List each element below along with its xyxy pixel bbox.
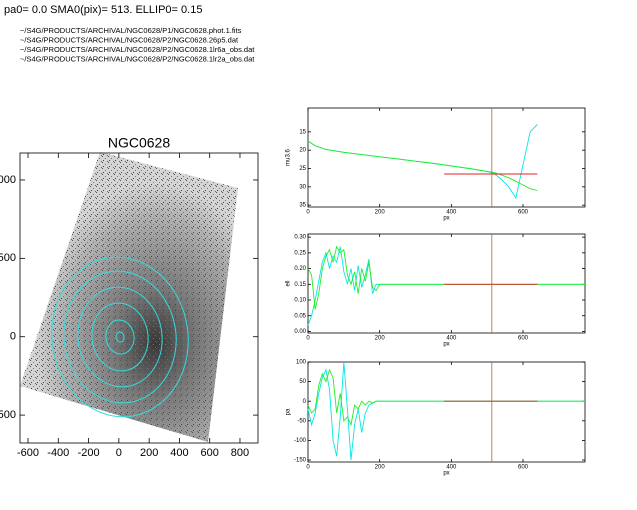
y-tick-label: -150 [294, 458, 307, 464]
y-tick-label: 0.15 [294, 282, 306, 288]
x-tick-label: 200 [375, 210, 386, 216]
x-tick-label: 0 [306, 336, 310, 342]
plot-frame [307, 107, 586, 208]
y-tick-label: 0.10 [294, 298, 306, 304]
x-tick-label: 600 [518, 465, 529, 471]
y-tick-label: 1000 [0, 174, 16, 186]
series-line [307, 124, 538, 199]
x-tick-label: -200 [78, 447, 100, 459]
file-name: ~/S4G/PRODUCTS/ARCHIVAL/NGC0628/P1/NGC06… [20, 26, 242, 35]
x-tick-label: -600 [17, 447, 39, 459]
y-tick-label: 25 [299, 166, 306, 172]
x-tick-label: 400 [446, 465, 457, 471]
y-tick-label: 50 [299, 379, 306, 385]
series-line [307, 246, 585, 326]
plot-frame [307, 233, 586, 334]
x-tick-label: 400 [446, 336, 457, 342]
y-tick-label: -100 [294, 438, 307, 444]
x-tick-label: -400 [47, 447, 69, 459]
x-axis-label: px [443, 471, 449, 477]
x-tick-label: 200 [375, 465, 386, 471]
y-tick-label: 0.05 [294, 313, 306, 319]
y-axis-label: ell [286, 280, 292, 286]
header-title: pa0= 0.0 SMA0(pix)= 513. ELLIP0= 0.15 [4, 4, 202, 16]
series-line [307, 140, 538, 191]
file-name: ~/S4G/PRODUCTS/ARCHIVAL/NGC0628/P2/NGC06… [20, 45, 255, 54]
x-tick-label: 600 [518, 336, 529, 342]
chart-title: NGC0628 [108, 135, 170, 151]
x-tick-label: 0 [116, 447, 122, 459]
file-name: ~/S4G/PRODUCTS/ARCHIVAL/NGC0628/P2/NGC06… [20, 35, 239, 44]
y-axis-label: pa [286, 408, 292, 415]
y-tick-label: 20 [299, 148, 306, 154]
plot-frame [19, 152, 259, 444]
x-tick-label: 400 [170, 447, 188, 459]
y-tick-label: 0.25 [294, 250, 306, 256]
y-axis-label: mu3.6 [286, 149, 292, 166]
x-tick-label: 800 [231, 447, 249, 459]
y-tick-label: -50 [297, 418, 306, 424]
series-line [307, 245, 585, 310]
x-tick-label: 0 [306, 465, 310, 471]
y-tick-label: 0 [303, 399, 307, 405]
x-axis-label: px [443, 216, 449, 222]
y-tick-label: 0.30 [294, 235, 306, 241]
x-axis-label: px [443, 342, 449, 348]
file-name: ~/S4G/PRODUCTS/ARCHIVAL/NGC0628/P2/NGC06… [20, 54, 255, 63]
series-line [307, 361, 585, 461]
y-tick-label: -500 [0, 409, 16, 421]
y-tick-label: 0 [10, 331, 16, 343]
y-tick-label: 100 [296, 360, 307, 366]
x-tick-label: 600 [201, 447, 219, 459]
plot-frame [307, 361, 586, 463]
series-line [307, 368, 585, 427]
y-tick-label: 0.00 [294, 329, 306, 335]
y-tick-label: 15 [299, 129, 306, 135]
x-tick-label: 600 [518, 210, 529, 216]
y-tick-label: 35 [299, 203, 306, 209]
y-tick-label: 30 [299, 184, 306, 190]
x-tick-label: 200 [375, 336, 386, 342]
y-tick-label: 0.20 [294, 266, 306, 272]
y-tick-label: 500 [0, 252, 16, 264]
x-tick-label: 0 [306, 210, 310, 216]
x-tick-label: 400 [446, 210, 457, 216]
x-tick-label: 200 [140, 447, 158, 459]
galaxy-image [20, 152, 238, 442]
